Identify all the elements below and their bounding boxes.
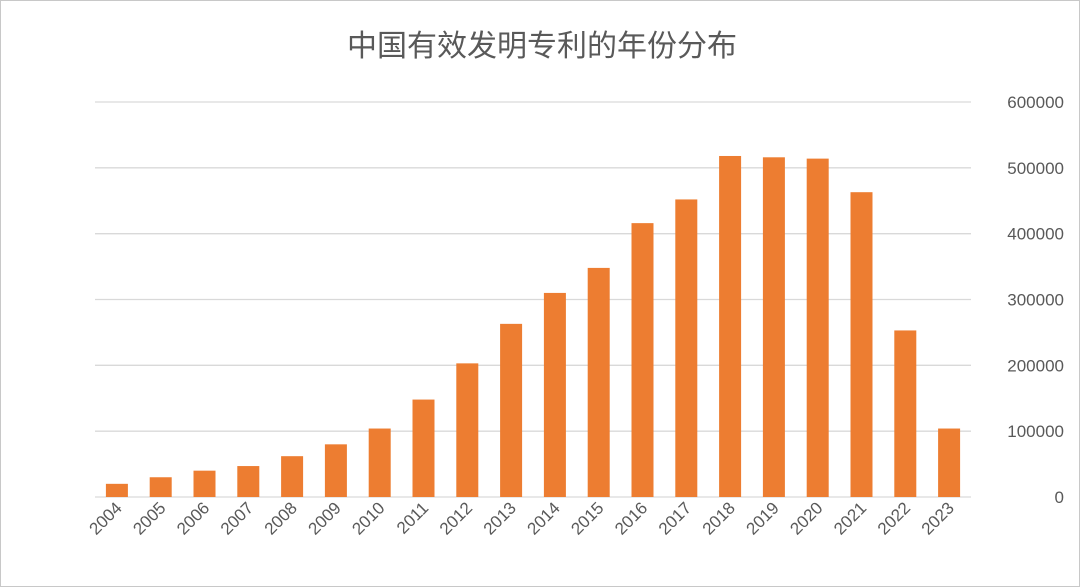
x-tick-label: 2011 [393, 498, 432, 537]
x-tick-label: 2018 [699, 498, 739, 538]
bar-2022 [894, 330, 917, 497]
bar-2020 [806, 158, 829, 497]
x-tick-label: 2013 [480, 498, 520, 538]
x-tick-label: 2017 [655, 498, 695, 538]
y-tick-label: 400000 [1007, 225, 1064, 244]
bar-2023 [938, 428, 961, 497]
bar-2018 [719, 155, 742, 497]
bar-2004 [105, 483, 128, 497]
bar-2013 [500, 323, 523, 497]
y-tick-label: 600000 [1007, 93, 1064, 112]
x-tick-label: 2012 [436, 498, 476, 538]
x-tick-label: 2005 [129, 498, 169, 538]
y-tick-label: 100000 [1007, 422, 1064, 441]
chart-title: 中国有效发明专利的年份分布 [347, 29, 737, 64]
y-tick-label: 0 [1055, 488, 1064, 507]
bar-2017 [675, 199, 698, 497]
x-tick-label: 2004 [86, 498, 126, 538]
x-tick-label: 2020 [786, 498, 826, 538]
bar-2011 [412, 399, 435, 497]
bar-2016 [631, 223, 654, 497]
bar-2015 [587, 267, 610, 497]
bar-2007 [237, 466, 260, 497]
x-axis-tick-labels: 2004 2005 2006 2007 2008 2009 2010 2011 2012 2013… [86, 498, 958, 538]
y-tick-label: 200000 [1007, 356, 1064, 375]
y-tick-label: 300000 [1007, 291, 1064, 310]
x-tick-label: 2023 [918, 498, 958, 538]
bar-series [105, 155, 961, 498]
bar-2008 [281, 456, 304, 497]
x-tick-label: 2007 [217, 498, 257, 538]
x-tick-label: 2019 [743, 498, 783, 538]
bar-2019 [762, 157, 785, 498]
x-tick-label: 2021 [830, 498, 870, 538]
bar-2012 [456, 363, 479, 497]
bar-2014 [543, 292, 566, 497]
gridlines [95, 101, 971, 498]
x-tick-label: 2008 [261, 498, 301, 538]
x-tick-label: 2006 [173, 498, 213, 538]
bar-2021 [850, 192, 873, 498]
x-tick-label: 2016 [611, 498, 651, 538]
x-tick-label: 2014 [524, 498, 564, 538]
bar-2010 [368, 428, 391, 497]
bar-2009 [324, 444, 347, 497]
x-tick-label: 2015 [567, 498, 607, 538]
y-axis-tick-labels: 0 100000 200000 300000 400000 500000 600000 [1007, 93, 1064, 507]
x-tick-label: 2009 [305, 498, 345, 538]
x-tick-label: 2022 [874, 498, 914, 538]
x-tick-label: 2010 [348, 498, 388, 538]
bar-2005 [149, 477, 172, 497]
y-tick-label: 500000 [1007, 159, 1064, 178]
bar-2006 [193, 470, 216, 497]
